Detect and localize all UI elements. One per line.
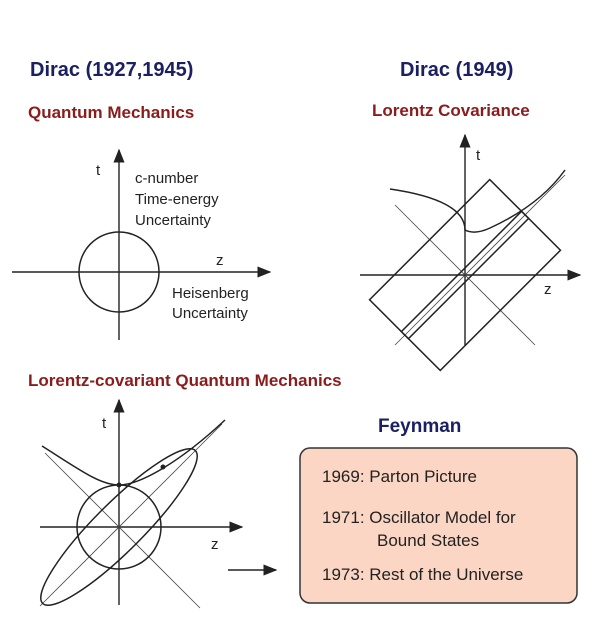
- dot: [160, 464, 166, 470]
- light-cone: [39, 423, 223, 607]
- rectangle: [400, 210, 562, 372]
- note: c-number: [135, 170, 198, 187]
- feynman-line: 1971: Oscillator Model for: [322, 508, 516, 527]
- axis-label: t: [96, 162, 101, 179]
- panel-title: Lorentz-covariant Quantum Mechanics: [28, 371, 342, 390]
- light-cone: [44, 452, 201, 609]
- axis-label: z: [216, 252, 224, 269]
- rectangle: [368, 178, 530, 340]
- hyperbola: [41, 419, 226, 486]
- feynman-line: Bound States: [377, 531, 479, 550]
- axis-label: z: [544, 281, 552, 298]
- heading: Dirac (1949): [400, 59, 513, 81]
- axis-label: z: [211, 536, 219, 553]
- axis-label: t: [476, 147, 481, 164]
- light-cone: [394, 174, 566, 346]
- ellipse: [40, 448, 198, 606]
- feynman-line: 1969: Parton Picture: [322, 467, 477, 486]
- feynman-line: 1973: Rest of the Universe: [322, 565, 523, 584]
- panel-title: Quantum Mechanics: [28, 103, 194, 122]
- hyperbola: [389, 169, 566, 233]
- dot: [116, 482, 122, 488]
- feynman-title: Feynman: [378, 416, 461, 437]
- note: Time-energy: [135, 191, 219, 208]
- note: Heisenberg: [172, 285, 249, 302]
- axis-label: t: [102, 415, 107, 432]
- feynman-box: [299, 447, 578, 604]
- rectangles: [368, 178, 562, 372]
- circle: [78, 231, 160, 313]
- note: Uncertainty: [172, 305, 248, 322]
- heading: Dirac (1927,1945): [30, 59, 193, 81]
- panel-title: Lorentz Covariance: [372, 101, 530, 120]
- note: Uncertainty: [135, 212, 211, 229]
